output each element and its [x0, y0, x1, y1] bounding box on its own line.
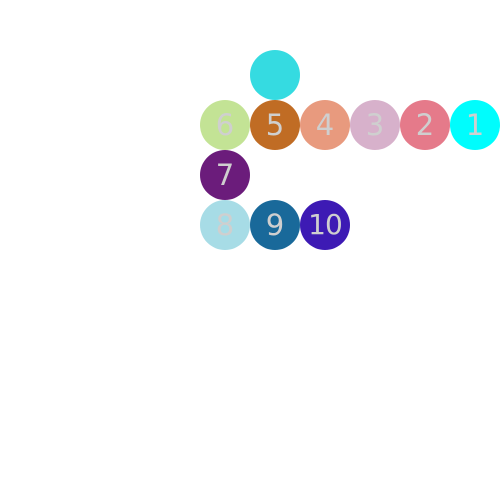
token-5: 5: [250, 100, 300, 150]
token-4: 4: [300, 100, 350, 150]
token-2: 2: [400, 100, 450, 150]
token-10: 10: [300, 200, 350, 250]
token-3: 3: [350, 100, 400, 150]
snake-head-token: [250, 50, 300, 100]
token-9: 9: [250, 200, 300, 250]
token-7: 7: [200, 150, 250, 200]
token-8: 8: [200, 200, 250, 250]
token-1: 1: [450, 100, 500, 150]
token-6: 6: [200, 100, 250, 150]
